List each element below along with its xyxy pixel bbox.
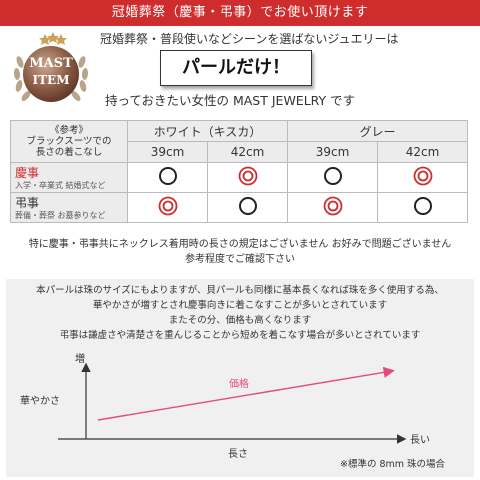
mark-cell [127, 192, 208, 223]
info-line: 華やかさが増すとされ慶事向きに着こなすことが多いとされています [92, 300, 388, 311]
row-subtitle: 葬儀・葬祭 お墓参りなど [15, 211, 106, 220]
circle-icon [322, 165, 344, 191]
info-line: またその分、価格も高くなります [168, 315, 312, 326]
info-panel: 本パールは珠のサイズにもよりますが、貝パールも同様に基本長くなれば珠を多く使用す… [6, 279, 474, 477]
table-row: 弔事 葬儀・葬祭 お墓参りなど [10, 192, 469, 223]
row-label-mourning: 弔事 葬儀・葬祭 お墓参りなど [10, 192, 128, 223]
subline: 持っておきたい女性の MAST JEWELRY です [105, 93, 356, 108]
row-subtitle: 入学・卒業式 結婚式など [15, 181, 106, 190]
row-title: 弔事 [15, 196, 40, 210]
double-circle-icon [322, 195, 344, 221]
note-line2: 参考程度でご確認下さい [185, 254, 295, 265]
length-header: 42cm [376, 141, 469, 163]
pearl-headline: パールだけ！ [160, 50, 312, 86]
badge-line2: ITEM [32, 73, 70, 87]
price-trend-line [97, 366, 395, 421]
double-circle-icon [157, 195, 179, 221]
ref-line: 長さの着こなし [35, 147, 103, 158]
laurel-badge-icon [13, 32, 89, 102]
double-circle-icon [237, 165, 259, 191]
circle-icon [237, 195, 259, 221]
reference-cell: 《参考》 ブラックスーツでの 長さの着こなし [10, 120, 128, 163]
price-length-graph: 増 華やかさ 長い 長さ 価格 ※標準の 8mm 珠の場合 [20, 352, 446, 470]
row-title: 慶事 [15, 166, 40, 180]
graph-footnote: ※標準の 8mm 珠の場合 [340, 458, 446, 470]
group-header-gray: グレー [286, 120, 469, 142]
length-header: 42cm [207, 141, 288, 163]
circle-icon [412, 195, 434, 221]
ref-line: 《参考》 [49, 125, 88, 136]
y-label: 華やかさ [20, 395, 60, 407]
x-label: 長さ [228, 448, 248, 460]
group-header-white: ホワイト（キスカ） [127, 120, 288, 142]
ref-line: ブラックスーツでの [26, 136, 112, 147]
length-header: 39cm [287, 141, 378, 163]
double-circle-icon [412, 165, 434, 191]
mark-cell [287, 162, 378, 193]
badge-line1: MAST [29, 56, 73, 71]
length-guide-table: 《参考》 ブラックスーツでの 長さの着こなし ホワイト（キスカ） グレー 39c… [10, 120, 469, 223]
mast-item-badge: MAST ITEM [8, 32, 94, 110]
y-axis-label: 増 [75, 352, 85, 365]
x-axis-label: 長い [410, 434, 430, 446]
line-label: 価格 [229, 377, 249, 390]
circle-icon [157, 165, 179, 191]
info-text: 本パールは珠のサイズにもよりますが、貝パールも同様に基本長くなれば珠を多く使用す… [6, 283, 474, 343]
mark-cell [376, 162, 469, 193]
length-header: 39cm [127, 141, 208, 163]
mark-cell [287, 192, 378, 223]
mark-cell [376, 192, 469, 223]
mark-cell [207, 162, 288, 193]
row-label-celebration: 慶事 入学・卒業式 結婚式など [10, 162, 128, 193]
tagline: 冠婚葬祭・普段使いなどシーンを選ばないジュエリーは [100, 32, 399, 46]
mark-cell [127, 162, 208, 193]
info-line: 弔事は謙虚さや清楚さを重んじることから短めを着こなす場合が多いとされています [59, 330, 421, 341]
info-line: 本パールは珠のサイズにもよりますが、貝パールも同様に基本長くなれば珠を多く使用す… [36, 285, 444, 296]
mark-cell [207, 192, 288, 223]
note-line1: 特に慶事・弔事共にネックレス着用時の長さの規定はございません お好みで問題ござい… [28, 239, 452, 250]
banner-text: 冠婚葬祭（慶事・弔事）でお使い頂けます [111, 5, 369, 20]
top-banner: 冠婚葬祭（慶事・弔事）でお使い頂けます [0, 0, 480, 26]
table-row: 慶事 入学・卒業式 結婚式など [10, 162, 469, 193]
